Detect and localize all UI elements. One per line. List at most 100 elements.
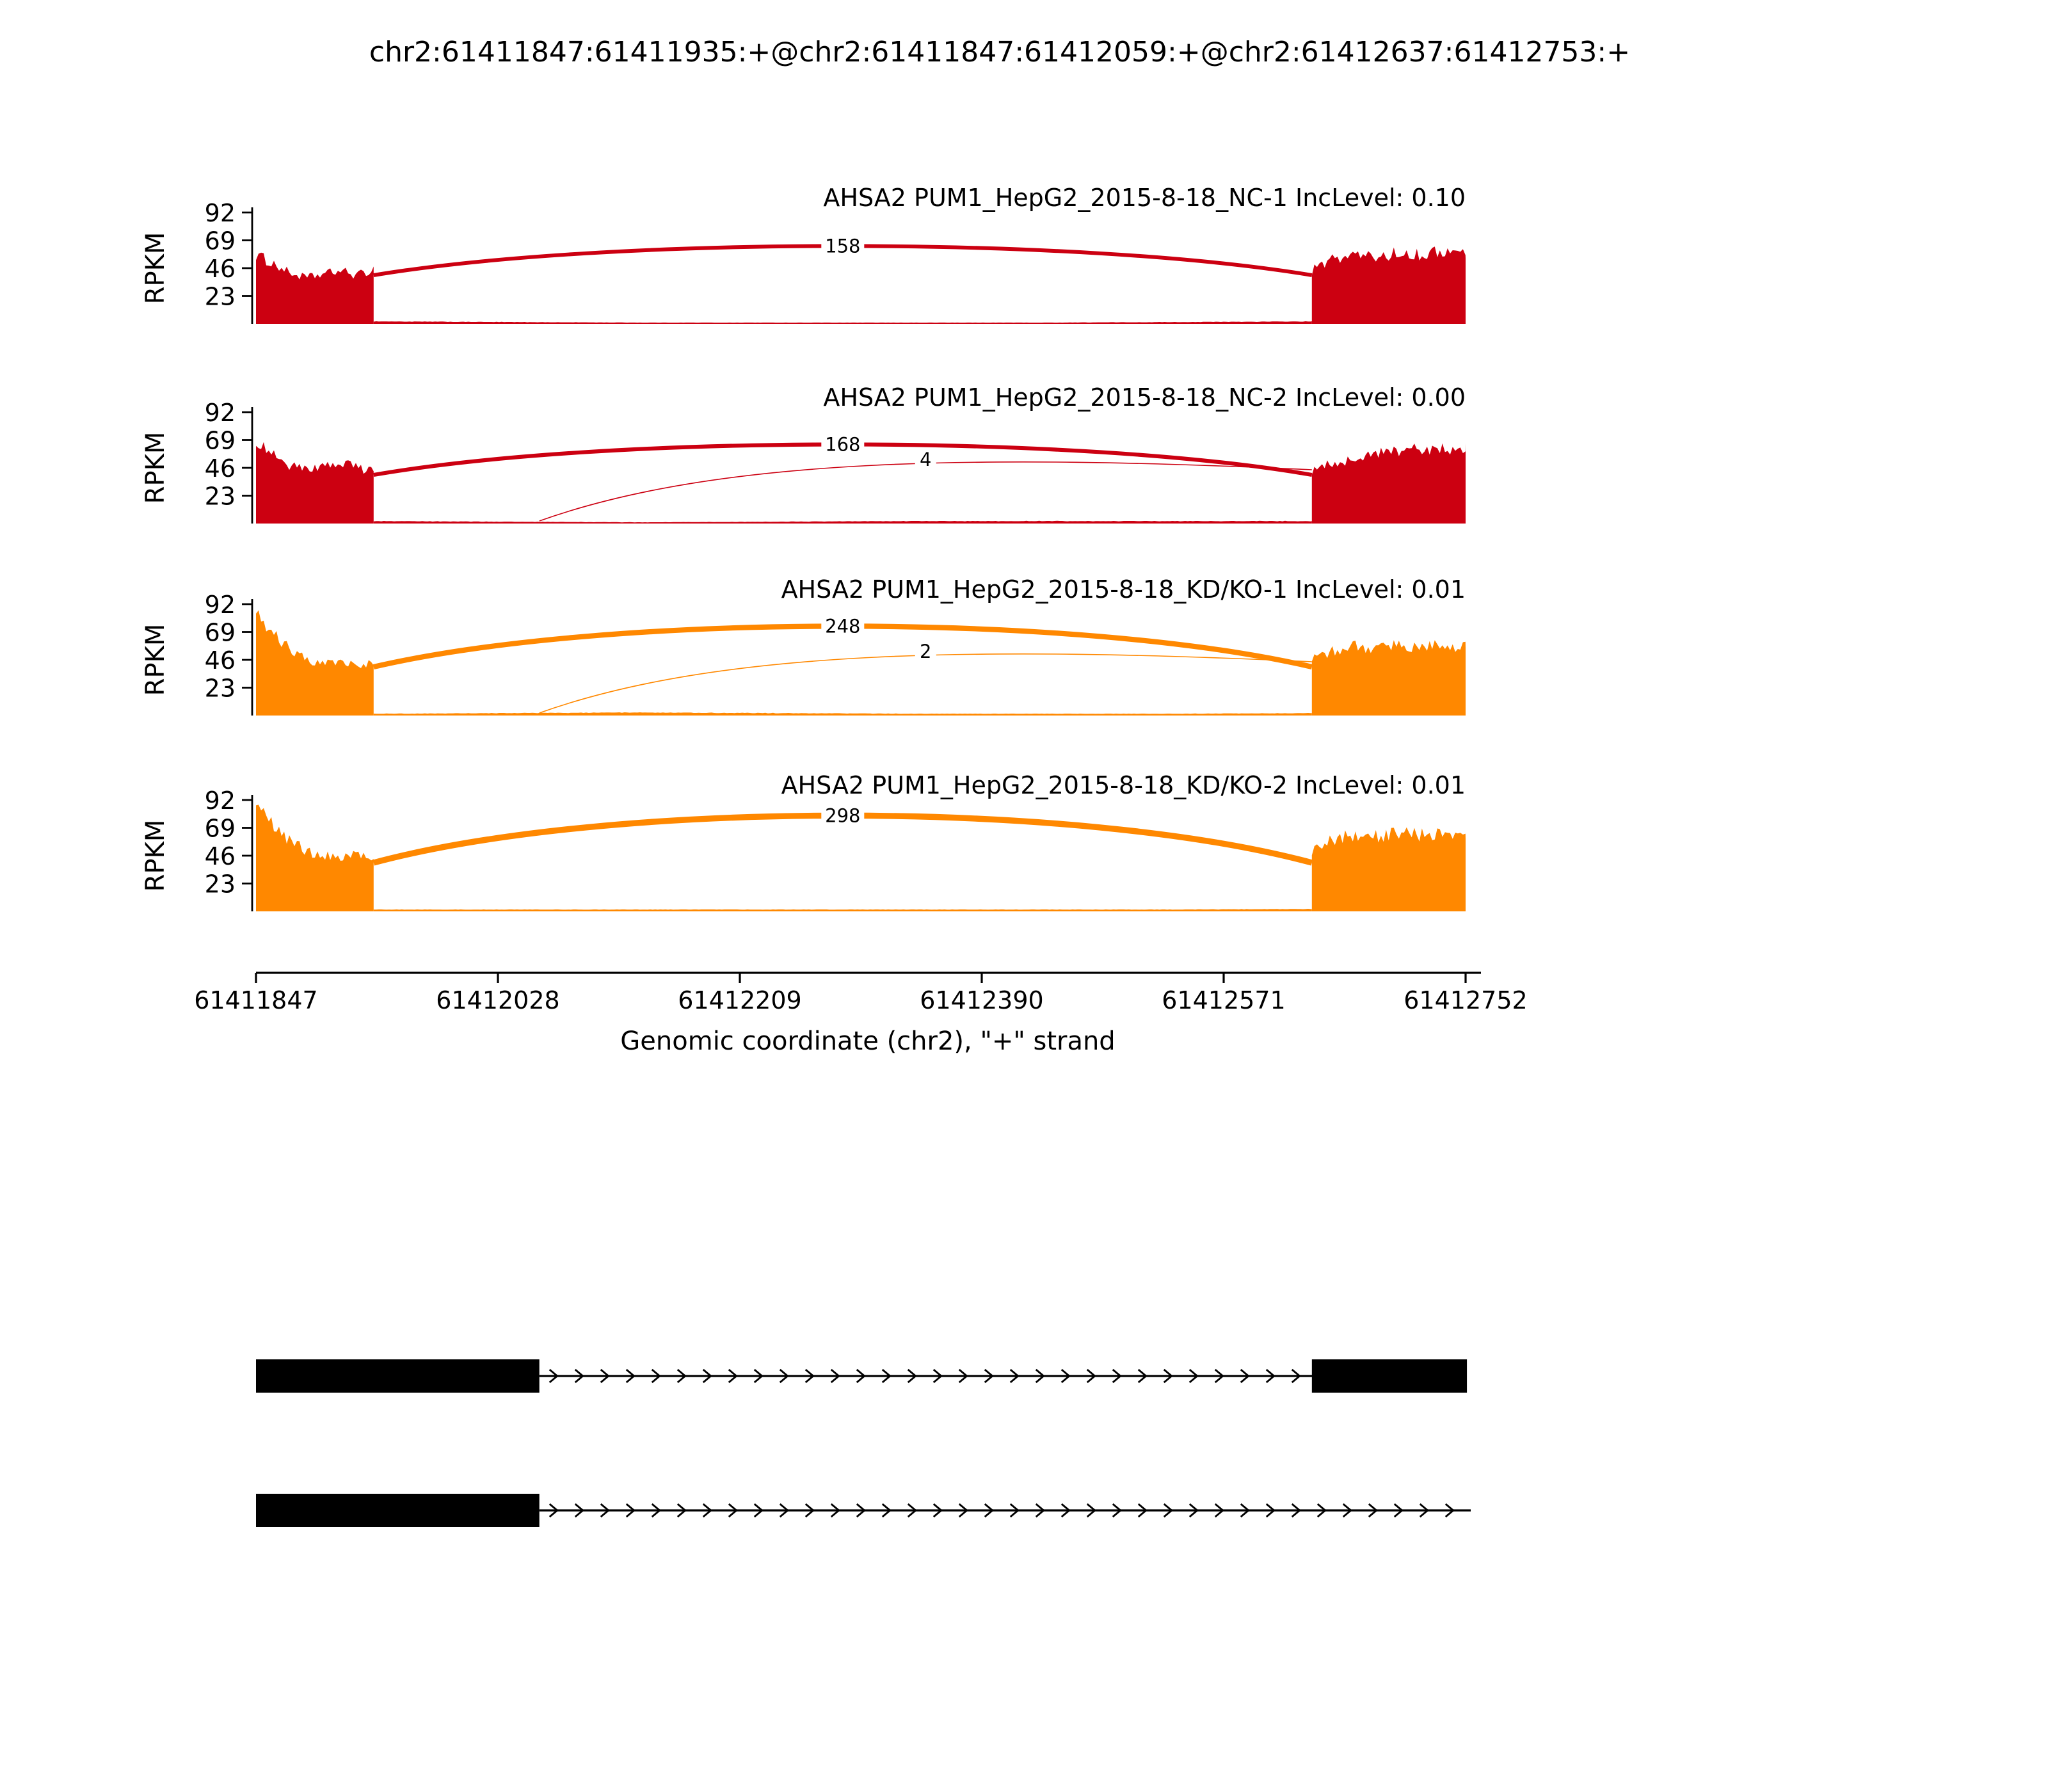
strand-arrow [574,1368,584,1384]
strand-arrow [1214,1503,1224,1518]
exon-block [1311,1359,1468,1393]
strand-arrow [1060,1503,1071,1518]
coverage-area [373,909,1312,911]
strand-arrow [1009,1368,1020,1384]
figure-title: chr2:61411847:61411935:+@chr2:61411847:6… [369,36,1630,68]
exon-block [256,1494,540,1527]
strand-arrow [702,1503,712,1518]
coverage-area [256,804,374,911]
coverage-area [373,712,1312,716]
x-tick-label: 61412028 [436,986,559,1014]
strand-arrow [1086,1368,1096,1384]
coverage-area [373,520,1312,524]
y-axis-title: RPKM [141,232,170,305]
strand-arrow [856,1368,866,1384]
junction-count-bg [821,236,865,258]
strand-arrow [984,1503,994,1518]
coverage-area [256,252,374,324]
junction-arc-minor [539,461,1312,522]
y-tick-label: 92 [205,399,236,427]
strand-arrow [728,1368,738,1384]
strand-arrow [1265,1503,1276,1518]
strand-arrow [676,1368,687,1384]
junction-count-bg [915,641,936,663]
strand-arrow [856,1503,866,1518]
strand-arrow [881,1503,892,1518]
junction-count-label: 2 [920,641,931,662]
strand-arrow [779,1368,789,1384]
y-tick-label: 46 [205,454,236,483]
track-title: AHSA2 PUM1_HepG2_2015-8-18_KD/KO-2 IncLe… [781,771,1466,799]
strand-arrow [600,1503,610,1518]
y-tick-label: 69 [205,427,236,455]
strand-arrow [1188,1368,1199,1384]
strand-arrow [804,1503,815,1518]
strand-arrow [625,1503,636,1518]
y-tick-label: 69 [205,227,236,255]
strand-arrow [753,1368,764,1384]
track-title: AHSA2 PUM1_HepG2_2015-8-18_NC-1 IncLevel… [823,184,1466,212]
junction-arc-minor [539,653,1312,714]
junction-count-bg [821,805,865,828]
strand-arrow [1188,1503,1199,1518]
y-tick-label: 46 [205,255,236,283]
strand-arrow [676,1503,687,1518]
strand-arrow [1137,1503,1148,1518]
strand-arrow [1060,1368,1071,1384]
x-tick-label: 61412571 [1162,986,1285,1014]
strand-arrow [1163,1503,1173,1518]
isoform-1 [256,1359,1468,1393]
strand-arrow [1240,1368,1250,1384]
strand-arrow [548,1368,559,1384]
junction-count-label: 158 [825,235,860,257]
strand-arrow [625,1368,636,1384]
strand-arrow [651,1503,661,1518]
coverage-area [1311,246,1466,324]
strand-arrow [881,1368,892,1384]
y-tick-label: 69 [205,815,236,843]
junction-count-bg [821,616,865,638]
coverage-area [1311,640,1466,716]
strand-arrow [1137,1368,1148,1384]
strand-arrow [1316,1503,1327,1518]
y-tick-label: 92 [205,199,236,227]
y-tick-label: 92 [205,591,236,619]
x-axis-label: Genomic coordinate (chr2), "+" strand [620,1027,1115,1056]
strand-arrow [574,1503,584,1518]
strand-arrow [1112,1368,1122,1384]
gene-model [256,1359,1471,1527]
y-axis-title: RPKM [141,432,170,504]
y-tick-label: 46 [205,646,236,675]
coverage-area [256,610,374,716]
junction-count-bg [821,434,865,456]
strand-arrow [600,1368,610,1384]
strand-arrow [728,1503,738,1518]
coverage-area [373,321,1312,324]
track-title: AHSA2 PUM1_HepG2_2015-8-18_NC-2 IncLevel… [823,383,1466,412]
strand-arrow [984,1368,994,1384]
strand-arrow [1035,1368,1045,1384]
strand-arrow [1291,1368,1301,1384]
strand-arrow [651,1368,661,1384]
strand-arrow [1086,1503,1096,1518]
strand-arrow [1444,1503,1455,1518]
junction-count-bg [915,449,936,471]
y-tick-label: 92 [205,787,236,815]
strand-arrow [830,1368,840,1384]
y-tick-label: 23 [205,283,236,311]
y-axis-title: RPKM [141,820,170,892]
y-tick-label: 23 [205,483,236,511]
y-tick-label: 23 [205,675,236,703]
strand-arrow [958,1368,968,1384]
strand-arrow [932,1368,943,1384]
isoform-2 [256,1494,1471,1527]
strand-arrow [1163,1368,1173,1384]
junction-count-label: 4 [920,449,931,470]
strand-arrow [1214,1368,1224,1384]
strand-arrow [779,1503,789,1518]
x-tick-label: 61411847 [194,986,317,1014]
junction-count-label: 168 [825,433,860,455]
